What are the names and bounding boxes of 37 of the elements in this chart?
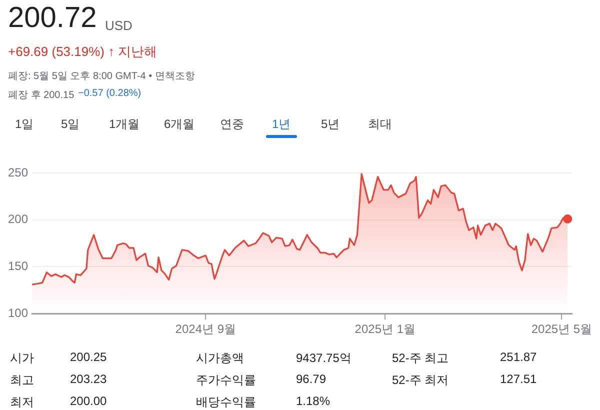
text: 연중	[220, 116, 244, 133]
text: 127.51	[500, 372, 537, 386]
text: 최저	[10, 394, 34, 410]
text: 주가수익률	[196, 372, 256, 389]
y-tick-label: 250	[8, 165, 28, 180]
text: −0.57 (0.28%)	[78, 88, 142, 99]
text: 최대	[368, 116, 392, 133]
text: 6개월	[164, 116, 195, 133]
x-tick-label: 2024년 9월	[175, 322, 236, 336]
text: USD	[105, 18, 132, 33]
text: 배당수익률	[196, 394, 256, 410]
x-tick-label: 2025년 1월	[354, 322, 416, 336]
text: 폐장 후 200.15	[8, 89, 74, 102]
y-tick-label: 100	[8, 306, 28, 320]
x-tick-label: 2025년 5월	[531, 322, 592, 336]
text: 203.23	[70, 372, 107, 386]
text: 1년	[272, 116, 291, 133]
text: 시가총액	[196, 350, 244, 367]
text: 200.25	[70, 350, 107, 364]
text: 96.79	[296, 372, 326, 386]
text: 251.87	[500, 350, 537, 364]
text: 200.00	[70, 394, 107, 408]
y-tick-label: 150	[8, 259, 28, 274]
chart-title: 200.72	[8, 2, 97, 35]
text: 폐장: 5월 5일 오후 8:00 GMT-4 • 면책조항	[8, 70, 195, 83]
text: 9437.75억	[296, 350, 352, 367]
text: 1일	[15, 116, 34, 133]
text: 5일	[61, 116, 80, 133]
text: 최고	[10, 372, 34, 389]
chart-subtitle: +69.69 (53.19%) ↑ 지난해	[8, 43, 158, 61]
text: 52-주 최저	[392, 372, 449, 389]
text: 5년	[321, 116, 340, 133]
text: 시가	[10, 350, 34, 367]
text: 1.18%	[296, 394, 330, 408]
text: 52-주 최고	[392, 350, 449, 367]
y-tick-label: 200	[8, 212, 28, 226]
text: 1개월	[109, 116, 140, 133]
